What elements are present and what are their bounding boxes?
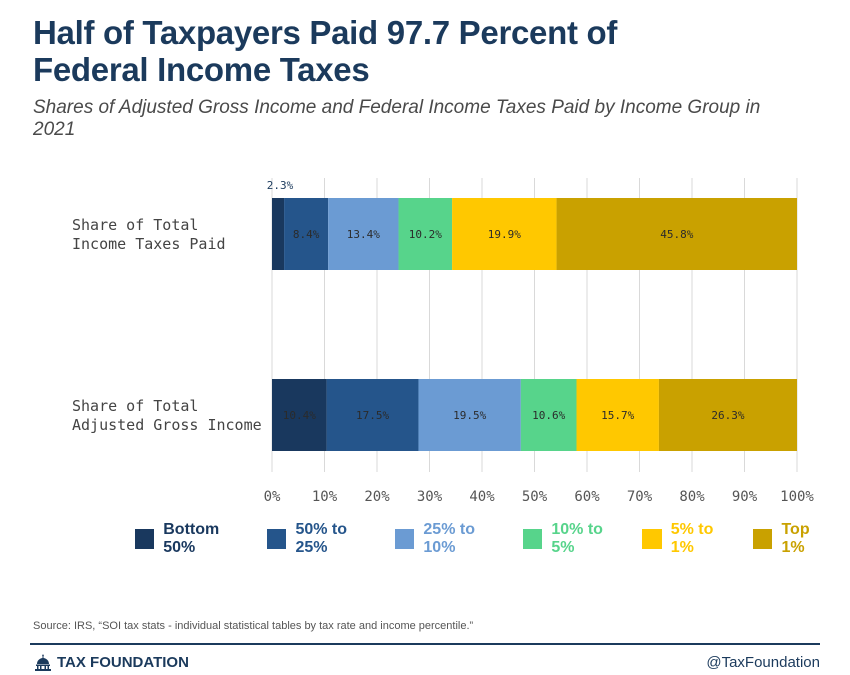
legend-label: 5% to 1% xyxy=(670,521,714,556)
bar-segment xyxy=(398,198,453,270)
footer-divider xyxy=(30,643,820,645)
brand-logo: TAX FOUNDATION xyxy=(33,653,189,671)
category-label: Income Taxes Paid xyxy=(72,235,226,253)
x-tick-label: 50% xyxy=(522,489,548,505)
chart-legend: Bottom 50% 50% to 25% 25% to 10% 10% to 5% 5… xyxy=(135,521,850,557)
bar-segment xyxy=(452,198,557,270)
legend-item: 50% to 25% xyxy=(267,521,380,557)
data-label: 17.5% xyxy=(356,409,389,422)
legend-swatch xyxy=(753,529,773,549)
bar-segment xyxy=(326,379,419,451)
legend-swatch xyxy=(642,529,662,549)
legend-item: Bottom 50% xyxy=(135,521,252,557)
x-tick-label: 100% xyxy=(780,489,814,505)
data-label: 26.3% xyxy=(711,409,744,422)
legend-swatch xyxy=(135,529,155,549)
legend-item: Top 1% xyxy=(753,521,835,557)
bar-segment xyxy=(328,198,399,270)
x-tick-label: 30% xyxy=(417,489,443,505)
legend-item: 10% to 5% xyxy=(523,521,627,557)
bar-segment xyxy=(418,379,521,451)
bar-segment xyxy=(520,379,577,451)
data-label: 15.7% xyxy=(601,409,634,422)
legend-swatch xyxy=(395,529,415,549)
chart-subtitle: Shares of Adjusted Gross Income and Fede… xyxy=(33,97,761,140)
x-tick-label: 70% xyxy=(627,489,653,505)
bar-segment xyxy=(272,379,327,451)
x-tick-label: 60% xyxy=(574,489,600,505)
source-note: Source: IRS, “SOI tax stats - individual… xyxy=(33,620,474,632)
bar-segment xyxy=(272,198,285,270)
data-label: 10.6% xyxy=(532,409,565,422)
data-label: 2.3% xyxy=(267,179,294,192)
x-tick-label: 90% xyxy=(732,489,758,505)
data-label: 45.8% xyxy=(660,228,693,241)
legend-label: 50% to 25% xyxy=(295,521,348,556)
capitol-dome-icon xyxy=(35,654,51,671)
chart-title: Half of Taxpayers Paid 97.7 Percent of F… xyxy=(33,14,618,88)
data-label: 10.4% xyxy=(283,409,316,422)
bar-segment xyxy=(658,379,797,451)
bar-segment xyxy=(576,379,659,451)
legend-item: 25% to 10% xyxy=(395,521,508,557)
bar-segment xyxy=(556,198,797,270)
legend-label: 10% to 5% xyxy=(551,521,603,556)
x-tick-label: 40% xyxy=(469,489,495,505)
x-tick-label: 20% xyxy=(364,489,390,505)
data-label: 10.2% xyxy=(409,228,442,241)
category-label: Share of Total xyxy=(72,397,198,415)
stacked-bar-chart: 0% 10% 20% 30% 40% 50% 60% 70% 80% 90% 100% Share o… xyxy=(72,178,814,505)
legend-label: 25% to 10% xyxy=(423,521,475,556)
social-handle[interactable]: @TaxFoundation xyxy=(706,654,820,671)
bar-segment xyxy=(284,198,329,270)
data-label: 13.4% xyxy=(347,228,380,241)
legend-swatch xyxy=(267,529,287,549)
brand-name: TAX FOUNDATION xyxy=(57,653,189,671)
data-label: 8.4% xyxy=(293,228,320,241)
x-tick-label: 0% xyxy=(264,489,281,505)
data-label: 19.5% xyxy=(453,409,486,422)
x-tick-label: 10% xyxy=(312,489,338,505)
legend-label: Bottom 50% xyxy=(163,521,220,556)
data-label: 19.9% xyxy=(488,228,521,241)
x-tick-label: 80% xyxy=(679,489,705,505)
legend-swatch xyxy=(523,529,543,549)
category-label: Adjusted Gross Income xyxy=(72,416,262,434)
legend-label: Top 1% xyxy=(781,521,810,556)
legend-item: 5% to 1% xyxy=(642,521,738,557)
category-label: Share of Total xyxy=(72,216,198,234)
